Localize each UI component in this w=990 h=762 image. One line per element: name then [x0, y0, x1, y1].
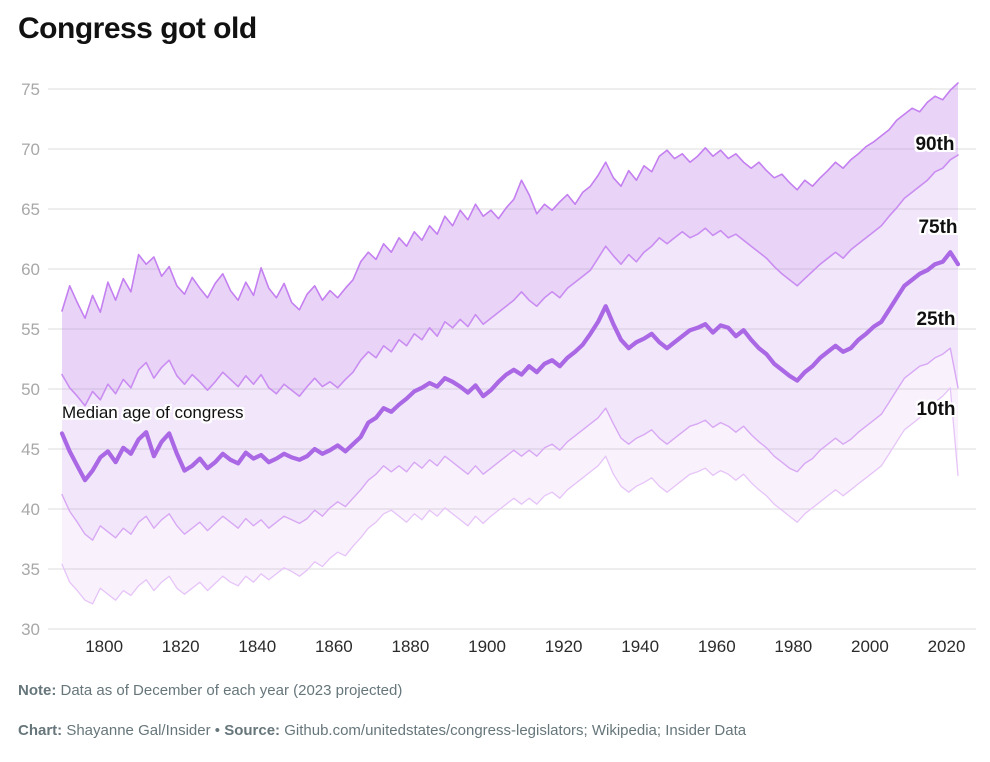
svg-text:1860: 1860 — [315, 637, 353, 656]
page-title: Congress got old — [18, 12, 257, 45]
svg-text:50: 50 — [21, 380, 40, 399]
svg-text:1920: 1920 — [545, 637, 583, 656]
svg-text:1980: 1980 — [774, 637, 812, 656]
svg-text:1840: 1840 — [238, 637, 276, 656]
svg-text:35: 35 — [21, 560, 40, 579]
svg-text:1960: 1960 — [698, 637, 736, 656]
svg-text:1940: 1940 — [621, 637, 659, 656]
svg-text:30: 30 — [21, 620, 40, 639]
svg-text:40: 40 — [21, 500, 40, 519]
svg-text:65: 65 — [21, 200, 40, 219]
median-series-label: Median age of congress — [62, 403, 244, 422]
credit-bullet: • — [214, 722, 221, 739]
note-text: Data as of December of each year (2023 p… — [56, 682, 403, 699]
svg-text:70: 70 — [21, 140, 40, 159]
percentile-10-label: 10th — [916, 399, 956, 420]
percentile-25-label: 25th — [916, 309, 956, 330]
congress-age-line-chart: 75 70 65 60 55 50 45 40 35 30 1800 1820 1840 1860 1880… — [21, 80, 976, 656]
chart-credit: Chart: Shayanne Gal/Insider • Source: Gi… — [18, 722, 746, 739]
svg-text:1900: 1900 — [468, 637, 506, 656]
svg-text:75: 75 — [21, 80, 40, 99]
chart-credit-label: Chart: — [18, 722, 63, 739]
source-label: Source: — [220, 722, 281, 739]
svg-text:45: 45 — [21, 440, 40, 459]
svg-text:2020: 2020 — [928, 637, 966, 656]
svg-text:55: 55 — [21, 320, 40, 339]
note-label: Note: — [18, 682, 57, 699]
svg-text:60: 60 — [21, 260, 40, 279]
chart-note: Note: Data as of December of each year (… — [18, 682, 402, 699]
svg-text:1800: 1800 — [85, 637, 123, 656]
svg-text:2000: 2000 — [851, 637, 889, 656]
chart-credit-text: Shayanne Gal/Insider — [62, 722, 215, 739]
percentile-90-label: 90th — [915, 134, 955, 155]
svg-text:1820: 1820 — [162, 637, 200, 656]
source-text: Github.com/unitedstates/congress-legisla… — [280, 722, 747, 739]
percentile-75-label: 75th — [918, 217, 958, 238]
svg-text:1880: 1880 — [392, 637, 430, 656]
